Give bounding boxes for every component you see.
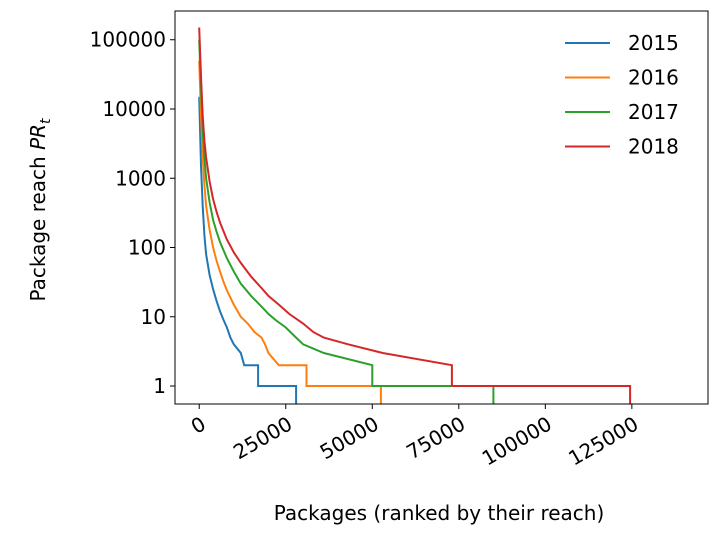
y-axis-title-text: Package reach: [26, 150, 50, 302]
y-axis-title-math: PR: [26, 124, 50, 150]
y-axis-title: Package reach PRt: [26, 118, 54, 302]
x-tick-label: 0: [187, 412, 210, 439]
legend-label-2016: 2016: [628, 66, 679, 90]
x-tick-label: 75000: [402, 412, 469, 465]
legend-label-2018: 2018: [628, 135, 679, 159]
x-tick-label: 125000: [564, 412, 642, 471]
y-tick-label: 1000: [115, 166, 166, 190]
y-tick-label: 1: [153, 374, 166, 398]
x-tick-label: 100000: [478, 412, 556, 471]
x-axis-title: Packages (ranked by their reach): [274, 501, 605, 525]
x-tick-label: 50000: [316, 412, 383, 465]
legend-label-2017: 2017: [628, 100, 679, 124]
series-line-2016: [198, 60, 382, 404]
plot-frame: [174, 10, 709, 405]
legend-label-2015: 2015: [628, 31, 679, 55]
y-tick-label: 10: [141, 305, 166, 329]
legend: 2015 2016 2017 2018: [565, 31, 679, 159]
series-line-2017: [198, 39, 495, 404]
x-tick-label: 25000: [229, 412, 296, 465]
x-axis: 0 25000 50000 75000 100000 125000: [187, 404, 642, 471]
y-tick-label: 100000: [90, 28, 166, 52]
y-tick-label: 10000: [102, 97, 166, 121]
y-axis: 1 10 100 1000 10000 100000: [90, 28, 175, 398]
y-tick-label: 100: [128, 236, 166, 260]
series-line-2015: [198, 96, 298, 404]
series-layer: [198, 27, 632, 404]
series-line-2018: [198, 27, 632, 404]
y-axis-title-subscript: t: [38, 118, 54, 124]
